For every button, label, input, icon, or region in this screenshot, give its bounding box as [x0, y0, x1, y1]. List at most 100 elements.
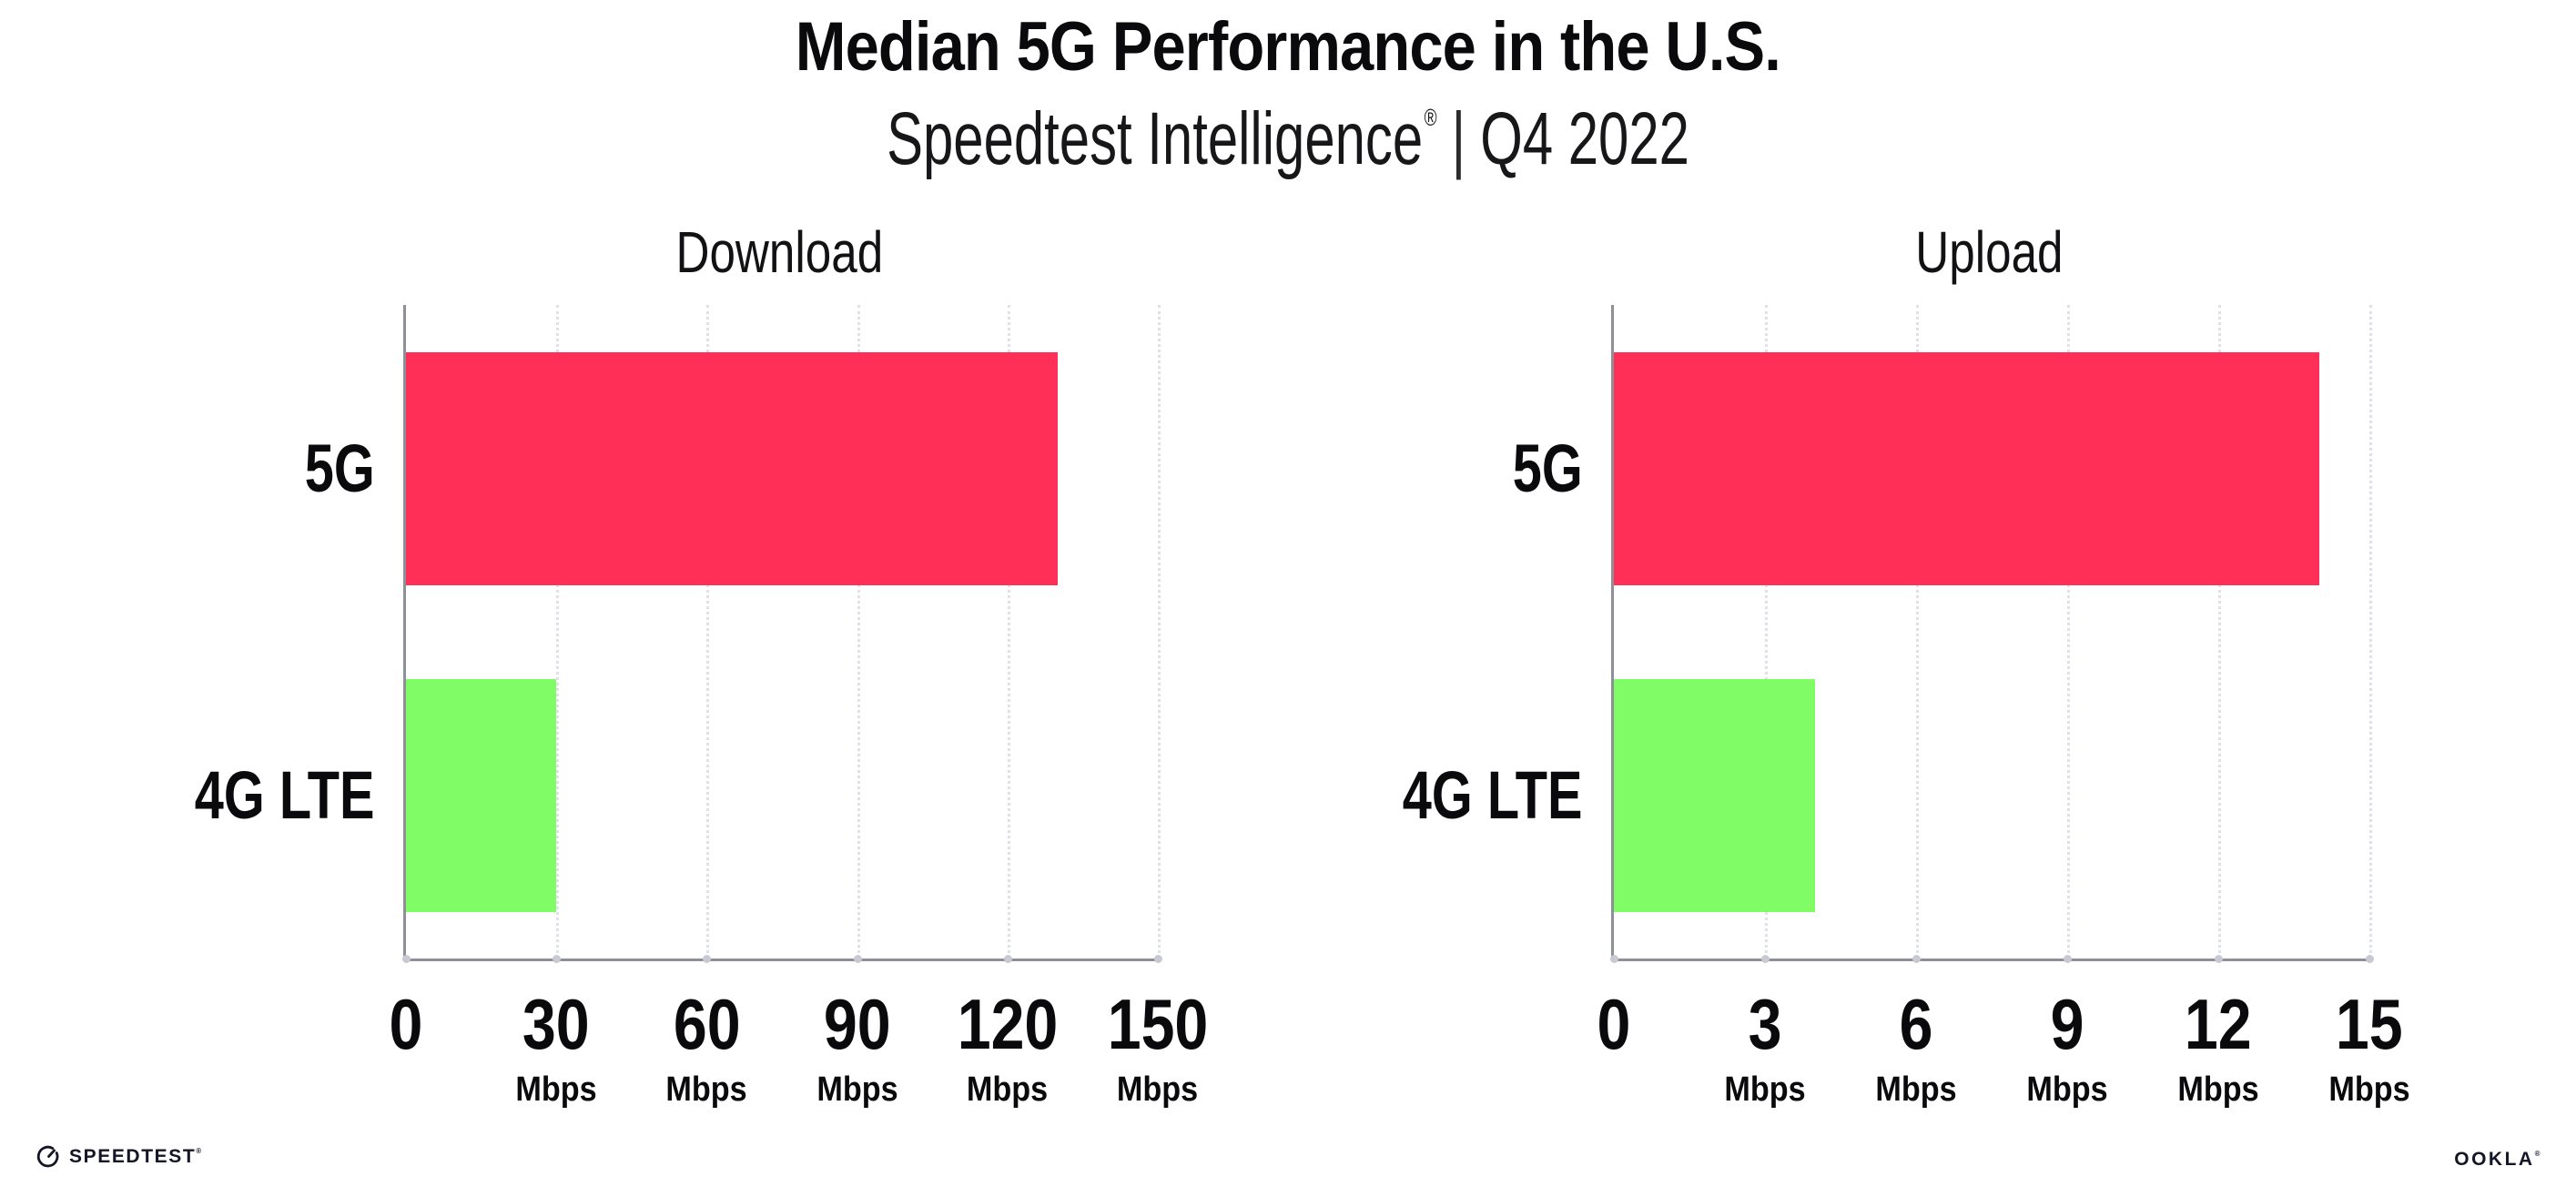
gridline-150-mbps: [1158, 305, 1161, 959]
x-tick-value: 6: [1871, 989, 1961, 1060]
x-tick-value: 90: [812, 989, 902, 1060]
x-tick-number: 12: [2185, 984, 2252, 1064]
x-tick-unit: Mbps: [1719, 1072, 1810, 1107]
x-tick-number: 150: [1107, 984, 1209, 1064]
x-tick-unit-label: Mbps: [2328, 1070, 2410, 1109]
axis-tick-dot: [2215, 955, 2223, 963]
footer: SPEEDTEST® OOKLA®: [0, 1139, 2576, 1197]
x-tick-6: 6 Mbps: [1871, 989, 1961, 1107]
x-tick-unit: Mbps: [1871, 1072, 1961, 1107]
x-tick-value: 15: [2324, 989, 2414, 1060]
x-tick-unit: Mbps: [948, 1072, 1067, 1107]
axis-tick-dot: [2064, 955, 2072, 963]
chart-download: Download 0 30 Mbps 60 Mbps 90 Mbps 120 Mbps 150 Mb…: [195, 219, 1208, 1133]
x-tick-unit-label: Mbps: [665, 1070, 748, 1109]
category-label-text: 4G LTE: [1403, 756, 1583, 833]
gridline-30-mbps: [556, 305, 560, 959]
gridline-3-mbps: [1765, 305, 1768, 959]
chart-title-download: Download: [675, 219, 883, 285]
chart-upload: Upload 0 3 Mbps 6 Mbps 9 Mbps 12 Mbps 15 Mbps 5G 4G …: [1403, 219, 2409, 1133]
ookla-registered-mark: ®: [2534, 1150, 2542, 1158]
x-tick-number: 9: [2050, 984, 2084, 1064]
x-tick-0: 0: [1594, 989, 1633, 1060]
x-tick-3: 3 Mbps: [1719, 989, 1810, 1107]
page-subtitle: Speedtest Intelligence® | Q4 2022: [0, 102, 2576, 177]
subtitle-period: Q4 2022: [1480, 97, 1689, 180]
x-tick-unit: Mbps: [662, 1072, 752, 1107]
x-tick-unit-label: Mbps: [2177, 1070, 2259, 1109]
speedtest-gauge-icon: [36, 1145, 59, 1168]
x-tick-value: 30: [512, 989, 602, 1060]
gridline-120-mbps: [1007, 305, 1010, 959]
axis-tick-dot: [1610, 955, 1618, 963]
axis-tick-dot: [1912, 955, 1921, 963]
bar-5g-upload: [1614, 352, 2319, 585]
x-tick-unit: Mbps: [512, 1072, 602, 1107]
x-tick-value: 12: [2173, 989, 2263, 1060]
axis-tick-dot: [703, 955, 712, 963]
category-label-5g: 5G: [1493, 430, 1583, 506]
plot-area-download: 0 30 Mbps 60 Mbps 90 Mbps 120 Mbps 150 Mbps 5G 4G LT…: [195, 305, 1208, 1107]
speedtest-wordmark: SPEEDTEST®: [69, 1146, 203, 1167]
x-tick-unit: Mbps: [2173, 1072, 2263, 1107]
axis-tick-dot: [553, 955, 562, 963]
subtitle-brand: Speedtest Intelligence: [887, 97, 1424, 180]
axis-tick-dot: [853, 955, 862, 963]
x-tick-unit-label: Mbps: [1117, 1070, 1199, 1109]
gridline-12-mbps: [2218, 305, 2221, 959]
category-label-4g-lte: 4G LTE: [144, 756, 375, 833]
x-tick-value: 120: [948, 989, 1067, 1060]
x-tick-value: 60: [662, 989, 752, 1060]
x-tick-number: 30: [522, 984, 591, 1064]
x-tick-12: 12 Mbps: [2173, 989, 2263, 1107]
x-tick-unit-label: Mbps: [1724, 1070, 1806, 1109]
gridline-60-mbps: [706, 305, 710, 959]
x-tick-number: 60: [673, 984, 741, 1064]
x-tick-60: 60 Mbps: [662, 989, 752, 1107]
x-tick-unit-label: Mbps: [967, 1070, 1049, 1109]
x-tick-value: 9: [2022, 989, 2112, 1060]
registered-mark-icon: ®: [1424, 104, 1437, 131]
speedtest-logo: SPEEDTEST®: [36, 1144, 203, 1169]
gridline-6-mbps: [1916, 305, 1919, 959]
axis-tick-dot: [402, 955, 411, 963]
x-tick-value: 3: [1719, 989, 1810, 1060]
x-tick-30: 30 Mbps: [512, 989, 602, 1107]
x-tick-number: 90: [823, 984, 891, 1064]
bar-5g-download: [406, 352, 1058, 585]
subtitle-separator: |: [1451, 97, 1466, 180]
x-tick-value: 0: [386, 989, 425, 1060]
x-tick-9: 9 Mbps: [2022, 989, 2112, 1107]
x-tick-number: 0: [389, 984, 423, 1064]
x-tick-unit: Mbps: [2022, 1072, 2112, 1107]
category-label-text: 5G: [1512, 430, 1583, 506]
category-label-text: 4G LTE: [195, 756, 375, 833]
ookla-wordmark: OOKLA®: [2454, 1149, 2542, 1170]
axis-tick-dot: [1154, 955, 1162, 963]
x-tick-unit: Mbps: [2324, 1072, 2414, 1107]
category-label-4g-lte: 4G LTE: [1352, 756, 1583, 833]
x-tick-unit-label: Mbps: [1875, 1070, 1957, 1109]
axis-tick-dot: [1761, 955, 1770, 963]
x-tick-150: 150 Mbps: [1099, 989, 1217, 1107]
x-tick-value: 150: [1099, 989, 1217, 1060]
gridline-90-mbps: [857, 305, 860, 959]
x-tick-number: 3: [1748, 984, 1782, 1064]
x-tick-0: 0: [386, 989, 425, 1060]
x-tick-number: 15: [2336, 984, 2403, 1064]
x-tick-number: 0: [1597, 984, 1631, 1064]
category-label-text: 5G: [304, 430, 375, 506]
chart-title-upload: Upload: [1914, 219, 2064, 285]
x-tick-unit: Mbps: [812, 1072, 902, 1107]
category-label-5g: 5G: [285, 430, 375, 506]
x-tick-unit-label: Mbps: [816, 1070, 898, 1109]
x-tick-unit: Mbps: [1099, 1072, 1217, 1107]
axis-tick-dot: [2366, 955, 2374, 963]
bar-4g-lte-download: [406, 679, 557, 912]
x-tick-unit-label: Mbps: [515, 1070, 597, 1109]
axis-tick-dot: [1003, 955, 1012, 963]
gridline-15-mbps: [2369, 305, 2372, 959]
page-title: Median 5G Performance in the U.S.: [795, 8, 1781, 86]
x-tick-number: 120: [957, 984, 1059, 1064]
